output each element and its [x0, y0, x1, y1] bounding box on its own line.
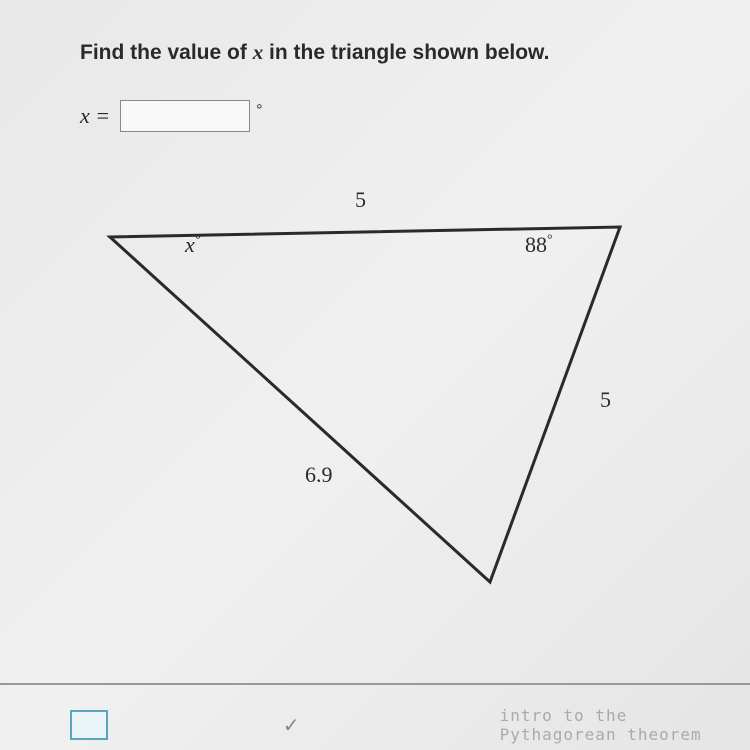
question-suffix: in the triangle shown below. — [263, 41, 549, 64]
bottom-box — [70, 710, 108, 740]
label-bottom-side: 6.9 — [305, 462, 333, 488]
question-prefix: Find the value of — [80, 41, 253, 64]
angle-88-deg: ° — [547, 233, 553, 248]
x-angle-deg: ° — [195, 233, 201, 248]
angle-88-value: 88 — [525, 232, 547, 257]
answer-label: x = — [80, 103, 110, 129]
triangle-figure: 5 x° 88° 5 6.9 — [90, 192, 650, 592]
bottom-bar: ✓ intro to the Pythagorean theorem — [0, 700, 750, 750]
label-right-side: 5 — [600, 387, 611, 413]
checkmark-icon: ✓ — [283, 713, 300, 738]
triangle-shape — [110, 227, 620, 582]
answer-input[interactable] — [120, 100, 250, 132]
x-angle-value: x — [185, 232, 195, 257]
answer-row: x = ° — [80, 100, 670, 132]
label-88-angle: 88° — [525, 232, 553, 258]
divider — [0, 683, 750, 685]
question-text: Find the value of x in the triangle show… — [80, 40, 670, 65]
label-x-angle: x° — [185, 232, 200, 258]
label-top-side: 5 — [355, 187, 366, 213]
question-variable: x — [253, 40, 264, 64]
degree-unit: ° — [256, 102, 262, 120]
triangle-svg — [90, 192, 650, 592]
bottom-text: intro to the Pythagorean theorem — [500, 706, 750, 744]
